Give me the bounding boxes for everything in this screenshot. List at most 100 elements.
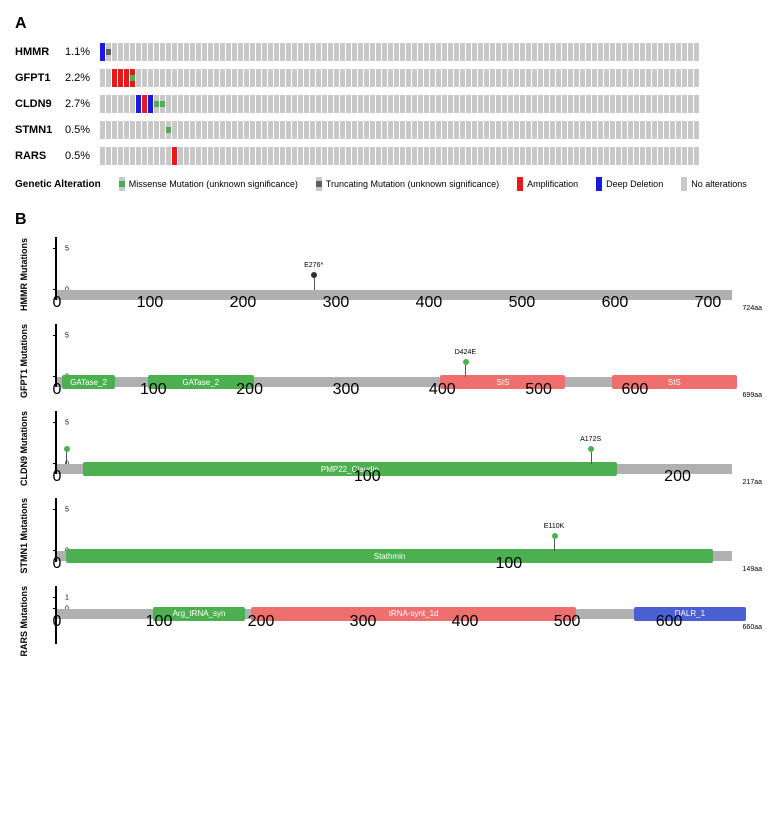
oncoprint-cell bbox=[250, 69, 255, 87]
xtick: 0 bbox=[53, 294, 62, 312]
oncoprint-cell bbox=[466, 147, 471, 165]
oncoprint-cell bbox=[262, 69, 267, 87]
oncoprint-cell bbox=[358, 121, 363, 139]
oncoprint-cell bbox=[508, 121, 513, 139]
oncoprint-cell bbox=[118, 95, 123, 113]
oncoprint-cell bbox=[376, 95, 381, 113]
oncoprint-cell bbox=[400, 69, 405, 87]
oncoprint-cell bbox=[466, 69, 471, 87]
oncoprint-cell bbox=[442, 147, 447, 165]
oncoprint-cell bbox=[508, 69, 513, 87]
oncoprint-cell bbox=[472, 69, 477, 87]
oncoprint-cell bbox=[280, 147, 285, 165]
oncoprint-cell bbox=[106, 43, 111, 61]
oncoprint-cell bbox=[388, 69, 393, 87]
oncoprint-cell bbox=[100, 147, 105, 165]
oncoprint-cell bbox=[634, 69, 639, 87]
ytick: 5 bbox=[65, 507, 760, 514]
oncoprint-cells bbox=[100, 121, 762, 139]
oncoprint-row: HMMR1.1% bbox=[15, 41, 762, 63]
oncoprint-cell bbox=[364, 147, 369, 165]
oncoprint-cell bbox=[274, 95, 279, 113]
oncoprint-cell bbox=[568, 95, 573, 113]
oncoprint-cell bbox=[142, 147, 147, 165]
oncoprint-cell bbox=[244, 69, 249, 87]
oncoprint-cell bbox=[328, 69, 333, 87]
oncoprint-cell bbox=[568, 147, 573, 165]
gene-name: CLDN9 bbox=[15, 98, 65, 110]
oncoprint-cell bbox=[430, 147, 435, 165]
xtick: 600 bbox=[622, 381, 649, 399]
xtick: 0 bbox=[53, 381, 62, 399]
oncoprint-cell bbox=[604, 43, 609, 61]
oncoprint-cell bbox=[514, 121, 519, 139]
oncoprint-cell bbox=[148, 147, 153, 165]
oncoprint-cell bbox=[166, 43, 171, 61]
oncoprint-cell bbox=[466, 95, 471, 113]
oncoprint-cell bbox=[244, 43, 249, 61]
oncoprint-cell bbox=[676, 43, 681, 61]
oncoprint-cell bbox=[616, 147, 621, 165]
gene-pct: 0.5% bbox=[65, 124, 100, 136]
oncoprint-cell bbox=[238, 43, 243, 61]
oncoprint-cell bbox=[610, 95, 615, 113]
oncoprint-cell bbox=[496, 43, 501, 61]
oncoprint-cell bbox=[268, 95, 273, 113]
oncoprint-cell bbox=[304, 147, 309, 165]
oncoprint-cell bbox=[274, 121, 279, 139]
lollipop-label: E110K bbox=[544, 523, 565, 530]
oncoprint-cell bbox=[412, 147, 417, 165]
oncoprint-cell bbox=[154, 43, 159, 61]
oncoprint-cell bbox=[484, 43, 489, 61]
lollipop-head bbox=[463, 359, 469, 365]
lollipop-stem: E110K bbox=[554, 539, 555, 551]
length-label: 660aa bbox=[743, 624, 762, 631]
oncoprint-cell bbox=[292, 43, 297, 61]
protein-domain: DALR_1 bbox=[634, 607, 746, 621]
oncoprint-cell bbox=[622, 121, 627, 139]
oncoprint-cell bbox=[610, 43, 615, 61]
oncoprint-cell bbox=[418, 147, 423, 165]
oncoprint-cell bbox=[460, 69, 465, 87]
oncoprint-cell bbox=[490, 43, 495, 61]
oncoprint-cell bbox=[472, 95, 477, 113]
oncoprint-cell bbox=[478, 43, 483, 61]
legend-item: Truncating Mutation (unknown significanc… bbox=[316, 177, 499, 191]
gene-name: STMN1 bbox=[15, 124, 65, 136]
oncoprint-cell bbox=[640, 147, 645, 165]
oncoprint-cell bbox=[574, 147, 579, 165]
oncoprint-cell bbox=[598, 95, 603, 113]
oncoprint-cell bbox=[220, 121, 225, 139]
oncoprint-cell bbox=[256, 43, 261, 61]
oncoprint-cell bbox=[232, 43, 237, 61]
oncoprint-cell bbox=[550, 147, 555, 165]
oncoprint-cell bbox=[226, 69, 231, 87]
oncoprint-cell bbox=[304, 95, 309, 113]
oncoprint-cell bbox=[142, 121, 147, 139]
oncoprint-cell bbox=[574, 43, 579, 61]
oncoprint-cell bbox=[664, 147, 669, 165]
oncoprint-cell bbox=[172, 147, 177, 165]
oncoprint-cell bbox=[562, 121, 567, 139]
xtick: 700 bbox=[695, 294, 722, 312]
lollipop-ylabel: STMN1 Mutations bbox=[15, 498, 35, 574]
oncoprint-cell bbox=[334, 121, 339, 139]
oncoprint-cell bbox=[442, 69, 447, 87]
oncoprint-cell bbox=[280, 121, 285, 139]
oncoprint-cell bbox=[250, 147, 255, 165]
protein-domain: Stathmin bbox=[66, 549, 712, 563]
legend-item: No alterations bbox=[681, 177, 747, 191]
oncoprint-cell bbox=[136, 95, 141, 113]
oncoprint-cell bbox=[232, 95, 237, 113]
oncoprint-cell bbox=[688, 147, 693, 165]
oncoprint-cell bbox=[640, 43, 645, 61]
lollipop-ylabel: RARS Mutations bbox=[15, 586, 35, 657]
oncoprint-cell bbox=[370, 69, 375, 87]
oncoprint-cell bbox=[682, 121, 687, 139]
oncoprint-cell bbox=[532, 69, 537, 87]
oncoprint-cell bbox=[136, 43, 141, 61]
oncoprint-cell bbox=[628, 95, 633, 113]
oncoprint-cell bbox=[646, 95, 651, 113]
oncoprint-cell bbox=[538, 43, 543, 61]
xtick: 300 bbox=[350, 613, 377, 631]
